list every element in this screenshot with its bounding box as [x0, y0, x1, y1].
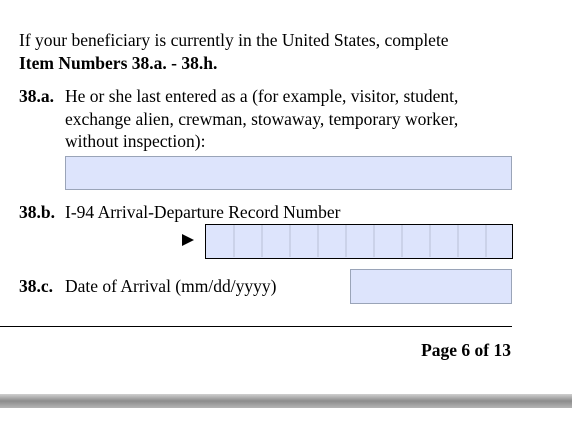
intro-bold: Item Numbers 38.a. - 38.h.: [19, 53, 218, 73]
page-number: Page 6 of 13: [421, 340, 511, 360]
item-text: Date of Arrival (mm/dd/yyyy): [65, 276, 277, 296]
intro-text: If your beneficiary is currently in the …: [19, 30, 449, 50]
item-text: He or she last entered as a (for example…: [65, 86, 459, 106]
item-number: 38.b.: [19, 202, 55, 222]
text-input[interactable]: [65, 156, 512, 190]
cell-dividers: [233, 225, 487, 257]
arrow-icon: [182, 234, 194, 246]
page-separator: [0, 394, 572, 408]
item-text: without inspection):: [65, 131, 206, 151]
date-input[interactable]: [350, 269, 512, 304]
item-text: I-94 Arrival-Departure Record Number: [65, 202, 341, 222]
item-number: 38.a.: [19, 86, 54, 106]
item-text: exchange alien, crewman, stowaway, tempo…: [65, 109, 459, 129]
item-number: 38.c.: [19, 276, 54, 296]
divider: [0, 326, 512, 327]
i94-input[interactable]: [205, 224, 513, 259]
